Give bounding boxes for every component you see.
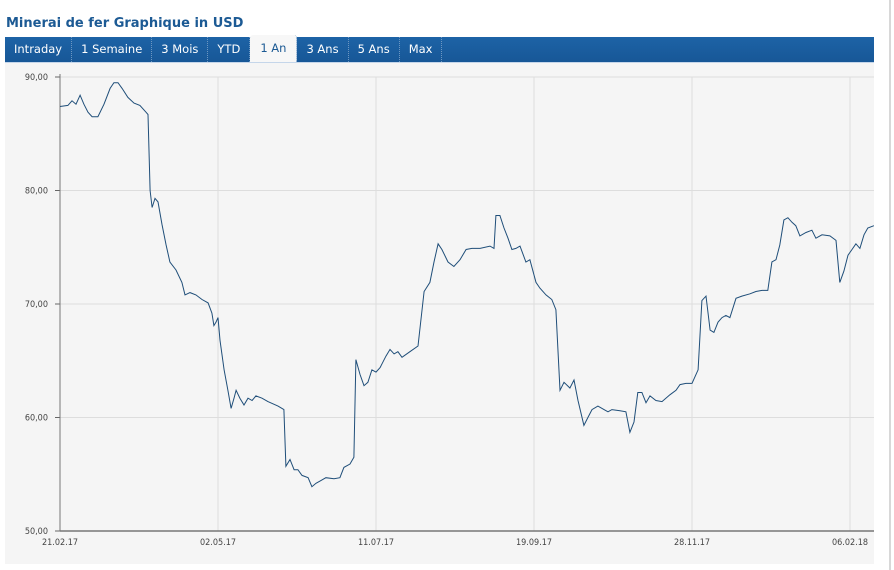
y-tick-label: 50,00 xyxy=(25,527,48,537)
y-tick-label: 60,00 xyxy=(25,414,48,424)
chart-panel xyxy=(5,62,874,564)
y-tick-label: 70,00 xyxy=(25,300,48,310)
range-tabs: Intraday 1 Semaine 3 Mois YTD 1 An 3 Ans 5 Ans… xyxy=(5,35,874,62)
chart-title: Minerai de fer Graphique in USD xyxy=(6,16,244,31)
x-tick-label: 06.02.18 xyxy=(832,538,868,548)
tab-3-mois[interactable]: 3 Mois xyxy=(152,37,209,62)
tab-1-semaine[interactable]: 1 Semaine xyxy=(72,37,153,62)
tab-1-an[interactable]: 1 An xyxy=(250,35,298,62)
tab-5-ans[interactable]: 5 Ans xyxy=(349,37,400,62)
tab-intraday[interactable]: Intraday xyxy=(5,37,73,62)
y-tick-label: 90,00 xyxy=(25,73,48,83)
page-scrollbar-edge xyxy=(889,0,891,570)
tab-ytd[interactable]: YTD xyxy=(208,37,251,62)
price-series-line xyxy=(59,82,875,488)
x-tick-label: 02.05.17 xyxy=(200,538,236,548)
x-tick-label: 19.09.17 xyxy=(516,538,552,548)
x-tick-label: 11.07.17 xyxy=(358,538,394,548)
x-tick-label: 28.11.17 xyxy=(674,538,710,548)
tab-3-ans[interactable]: 3 Ans xyxy=(297,37,349,62)
tab-max[interactable]: Max xyxy=(400,37,443,62)
y-tick-label: 80,00 xyxy=(25,187,48,197)
x-tick-label: 21.02.17 xyxy=(42,538,78,548)
